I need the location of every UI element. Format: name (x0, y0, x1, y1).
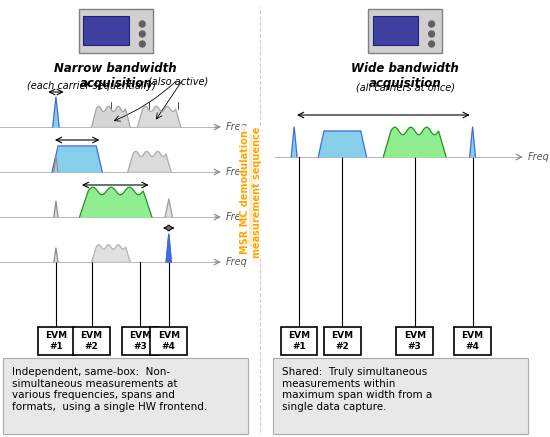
Polygon shape (166, 234, 172, 262)
Polygon shape (165, 199, 172, 217)
FancyBboxPatch shape (280, 327, 317, 355)
Circle shape (428, 41, 434, 47)
Polygon shape (138, 106, 181, 127)
Text: (each carrier sequentially): (each carrier sequentially) (27, 81, 156, 91)
Text: (also active): (also active) (148, 77, 208, 87)
FancyBboxPatch shape (3, 358, 248, 434)
Text: Narrow bandwidth
acquisition: Narrow bandwidth acquisition (54, 62, 177, 90)
Text: EVM
#1: EVM #1 (45, 331, 67, 351)
FancyBboxPatch shape (73, 327, 110, 355)
FancyBboxPatch shape (79, 9, 153, 53)
FancyBboxPatch shape (324, 327, 361, 355)
Polygon shape (92, 245, 130, 262)
Circle shape (139, 41, 145, 47)
FancyBboxPatch shape (84, 16, 129, 45)
Text: Freq: Freq (226, 212, 248, 222)
Text: Freq: Freq (226, 257, 248, 267)
FancyBboxPatch shape (454, 327, 491, 355)
Text: Freq: Freq (226, 167, 248, 177)
Text: EVM
#3: EVM #3 (129, 331, 151, 351)
Polygon shape (92, 106, 130, 127)
Text: Shared:  Truly simultaneous
measurements within
maximum span width from a
single: Shared: Truly simultaneous measurements … (282, 367, 432, 412)
Text: (all carriers at once): (all carriers at once) (355, 82, 454, 92)
Polygon shape (318, 131, 366, 157)
Text: MSR MC demodulation
measurement sequence: MSR MC demodulation measurement sequence (240, 126, 262, 258)
Text: Freq: Freq (527, 152, 549, 162)
Polygon shape (292, 127, 297, 157)
Polygon shape (470, 127, 476, 157)
Polygon shape (54, 156, 58, 172)
Polygon shape (128, 151, 171, 172)
Circle shape (428, 21, 434, 27)
FancyBboxPatch shape (273, 358, 527, 434)
Text: Independent, same-box:  Non-
simultaneous measurements at
various frequencies, s: Independent, same-box: Non- simultaneous… (12, 367, 207, 412)
Circle shape (428, 31, 434, 37)
FancyBboxPatch shape (397, 327, 433, 355)
Polygon shape (53, 97, 59, 127)
Circle shape (139, 31, 145, 37)
FancyBboxPatch shape (151, 327, 187, 355)
Text: EVM
#1: EVM #1 (288, 331, 310, 351)
Polygon shape (80, 187, 152, 217)
FancyBboxPatch shape (122, 327, 158, 355)
Text: EVM
#2: EVM #2 (331, 331, 354, 351)
Polygon shape (54, 201, 58, 217)
Text: EVM
#4: EVM #4 (158, 331, 180, 351)
FancyBboxPatch shape (368, 9, 442, 53)
Polygon shape (54, 248, 58, 262)
FancyBboxPatch shape (37, 327, 74, 355)
Polygon shape (383, 127, 446, 157)
Text: EVM
#3: EVM #3 (404, 331, 426, 351)
FancyBboxPatch shape (373, 16, 418, 45)
Polygon shape (52, 146, 102, 172)
Circle shape (139, 21, 145, 27)
Text: EVM
#2: EVM #2 (80, 331, 103, 351)
Text: EVM
#4: EVM #4 (461, 331, 483, 351)
Text: Wide bandwidth
acquisition: Wide bandwidth acquisition (351, 62, 459, 90)
Text: Freq: Freq (226, 122, 248, 132)
